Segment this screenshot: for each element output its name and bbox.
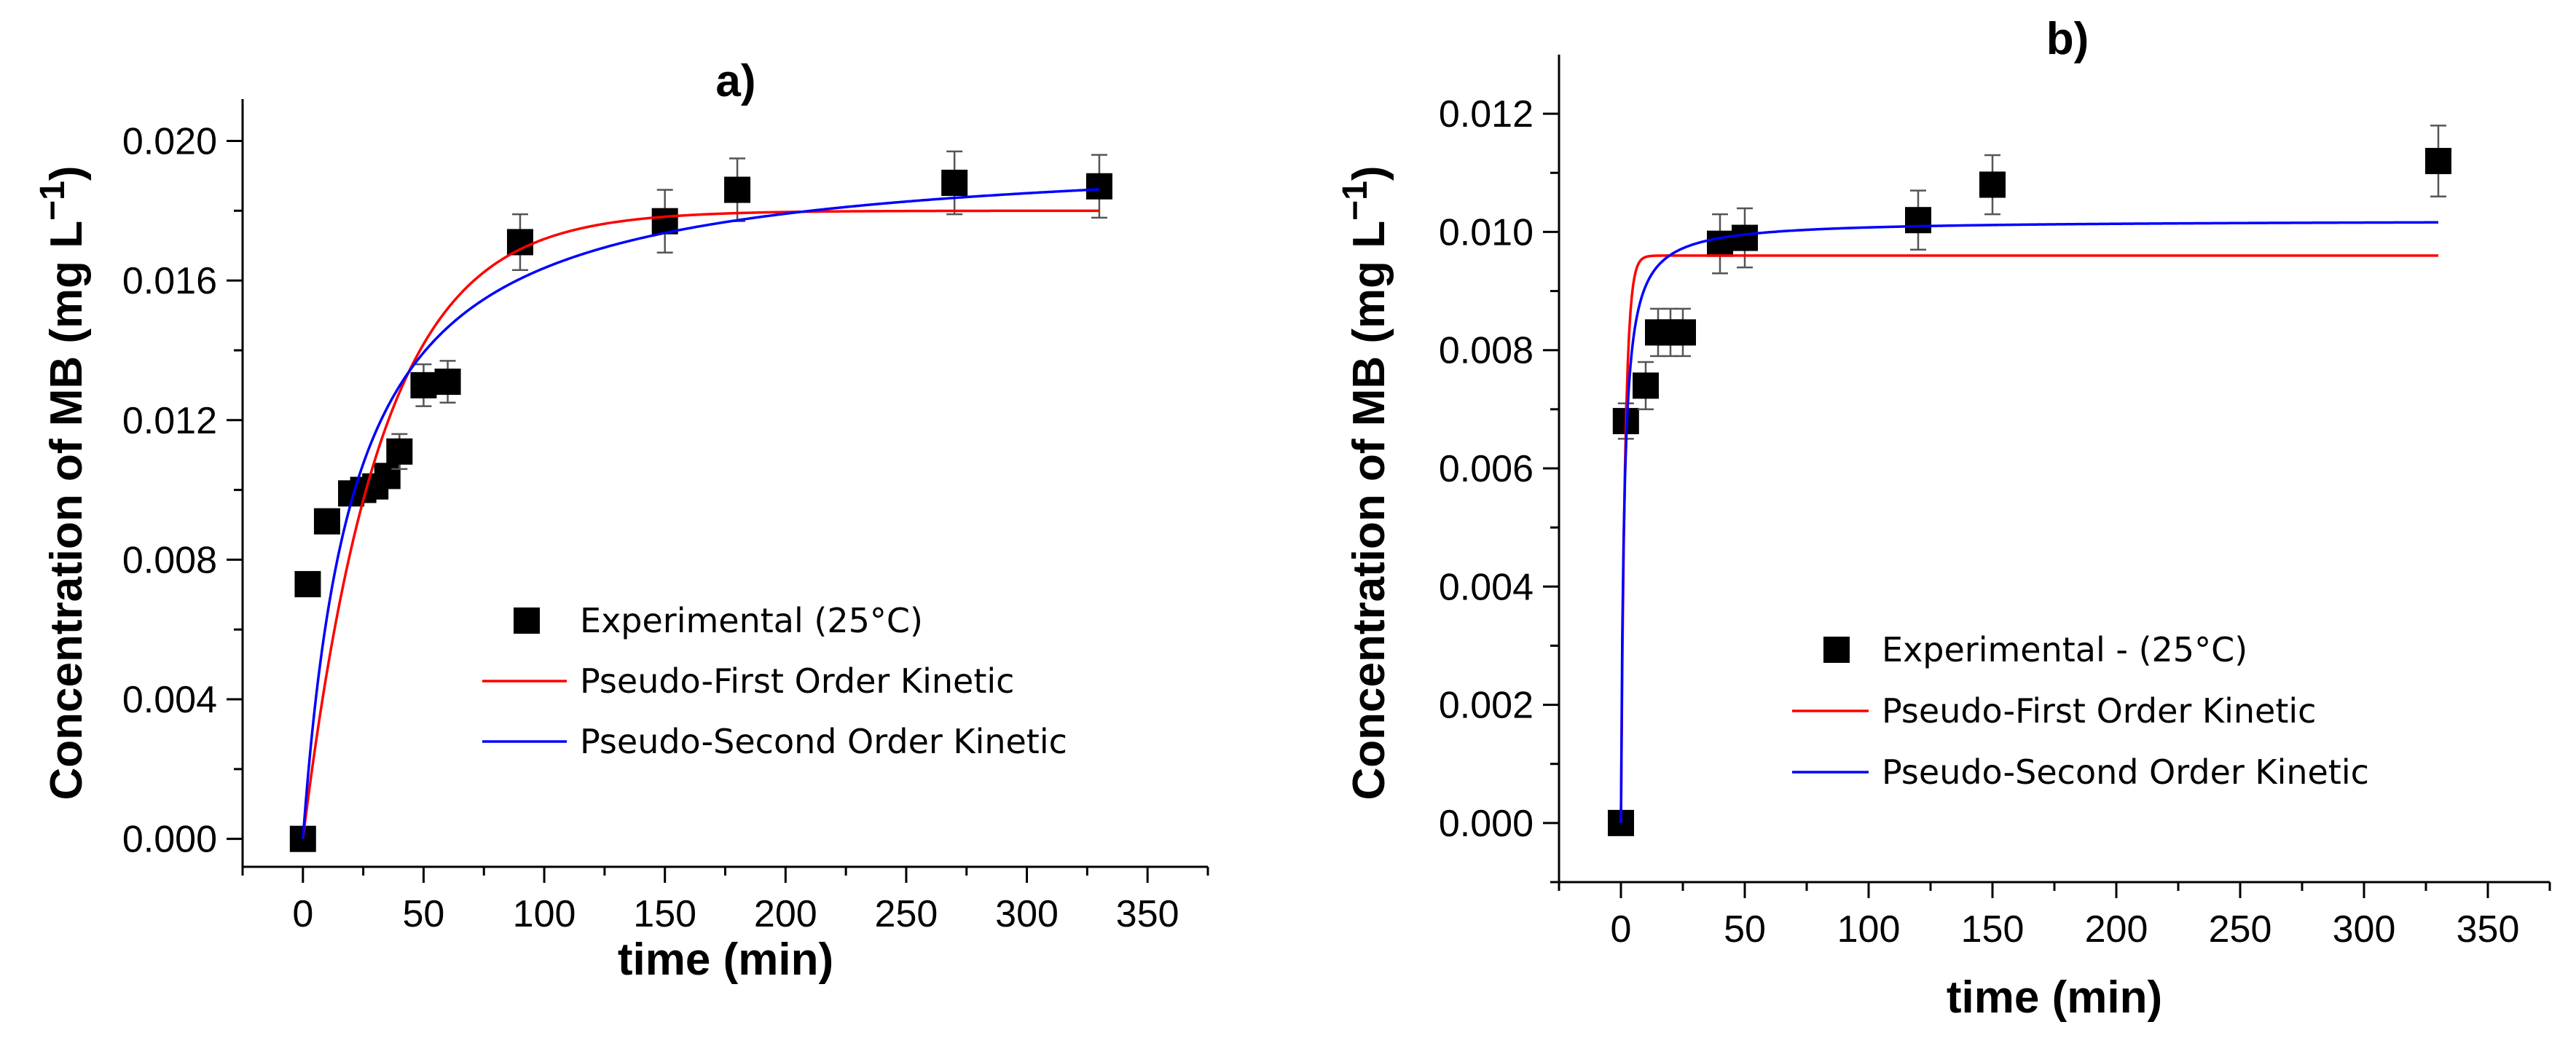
y-tick-label: 0.008: [122, 539, 217, 581]
y-tick-label: 0.004: [1439, 566, 1534, 608]
chart-panel-a: 0 50 100 150 200 250 300 350 0.000 0.004 0.008 0.01…: [34, 56, 1209, 985]
y-axis-label: Concentration of MB (mg L−1): [34, 166, 92, 801]
series-line-pseudo-first-order: [302, 209, 1099, 839]
y-axis-label-main: Concentration of MB (mg L: [42, 221, 92, 801]
x-tick-label: 350: [2457, 908, 2520, 951]
chart-panel-b: 0 50 100 150 200 250 300 350 0.000 0.002 0.004 0.00…: [1336, 14, 2551, 1023]
x-tick-label: 0: [292, 893, 313, 935]
y-tick-label: 0.008: [1439, 330, 1534, 372]
legend-label: Pseudo-First Order Kinetic: [580, 661, 1014, 701]
x-tick-label: 200: [2085, 908, 2148, 951]
data-point: [313, 508, 340, 535]
x-axis-label: time (min): [1947, 972, 2162, 1023]
y-axis-label-superscript: −1: [34, 181, 72, 221]
legend-label: Pseudo-First Order Kinetic: [1882, 691, 2316, 731]
data-point: [506, 229, 533, 256]
x-tick-label: 350: [1116, 893, 1179, 935]
legend: Experimental (25°C) Pseudo-First Order Ki…: [482, 601, 1067, 761]
data-point: [1707, 230, 1733, 257]
chart-title: b): [2046, 14, 2089, 64]
x-tick-label: 150: [1961, 908, 2025, 951]
legend-marker-square: [514, 607, 540, 634]
x-tick-label: 250: [2209, 908, 2272, 951]
y-tick-label: 0.012: [1439, 93, 1534, 135]
y-tick-label: 0.016: [122, 260, 217, 302]
legend-label: Pseudo-Second Order Kinetic: [1882, 752, 2369, 792]
legend-label: Experimental - (25°C): [1882, 630, 2247, 669]
y-axis-label: Concentration of MB (mg L−1): [1336, 166, 1394, 801]
y-tick-label: 0.020: [122, 120, 217, 162]
x-tick-label: 100: [513, 893, 576, 935]
y-tick-label: 0.000: [122, 819, 217, 861]
data-point: [1979, 171, 2006, 198]
data-point: [1633, 372, 1659, 399]
y-axis-label-main: Concentration of MB (mg L: [1344, 221, 1394, 801]
data-point: [374, 463, 401, 489]
series-line-pseudo-second-order: [302, 188, 1100, 839]
data-point: [386, 438, 413, 465]
x-tick-label: 50: [1724, 908, 1766, 951]
x-tick-label: 0: [1611, 908, 1632, 951]
y-tick-label: 0.002: [1439, 685, 1534, 727]
data-point: [1732, 224, 1758, 251]
y-tick-label: 0.000: [1439, 803, 1534, 845]
data-point: [434, 369, 461, 396]
data-point: [1085, 173, 1112, 200]
y-axis-label-close: ): [42, 166, 92, 181]
x-tick-label: 50: [403, 893, 445, 935]
data-point: [410, 371, 437, 398]
data-point: [1905, 207, 1931, 234]
data-point: [294, 570, 321, 597]
y-tick-label: 0.004: [122, 679, 217, 721]
y-tick-label: 0.010: [1439, 211, 1534, 253]
x-tick-label: 200: [754, 893, 817, 935]
chart-title: a): [715, 56, 755, 106]
x-tick-label: 300: [995, 893, 1059, 935]
data-point: [941, 169, 968, 196]
data-point: [2425, 148, 2451, 175]
series-line-pseudo-first-order: [1619, 254, 2438, 823]
y-axis-label-close: ): [1344, 166, 1394, 181]
x-tick-label: 100: [1837, 908, 1901, 951]
y-tick-label: 0.012: [122, 400, 217, 442]
x-tick-label: 300: [2333, 908, 2396, 951]
legend: Experimental - (25°C) Pseudo-First Order …: [1792, 630, 2369, 792]
legend-label: Experimental (25°C): [580, 601, 923, 640]
data-point: [1670, 319, 1696, 346]
x-axis-label: time (min): [618, 935, 833, 985]
y-axis-label-superscript: −1: [1336, 181, 1375, 221]
legend-label: Pseudo-Second Order Kinetic: [580, 722, 1067, 761]
y-tick-label: 0.006: [1439, 448, 1534, 490]
x-tick-label: 250: [875, 893, 938, 935]
series-line-pseudo-second-order: [1619, 221, 2439, 823]
legend-marker-square: [1823, 637, 1850, 663]
x-tick-label: 150: [633, 893, 696, 935]
data-point: [724, 176, 751, 203]
